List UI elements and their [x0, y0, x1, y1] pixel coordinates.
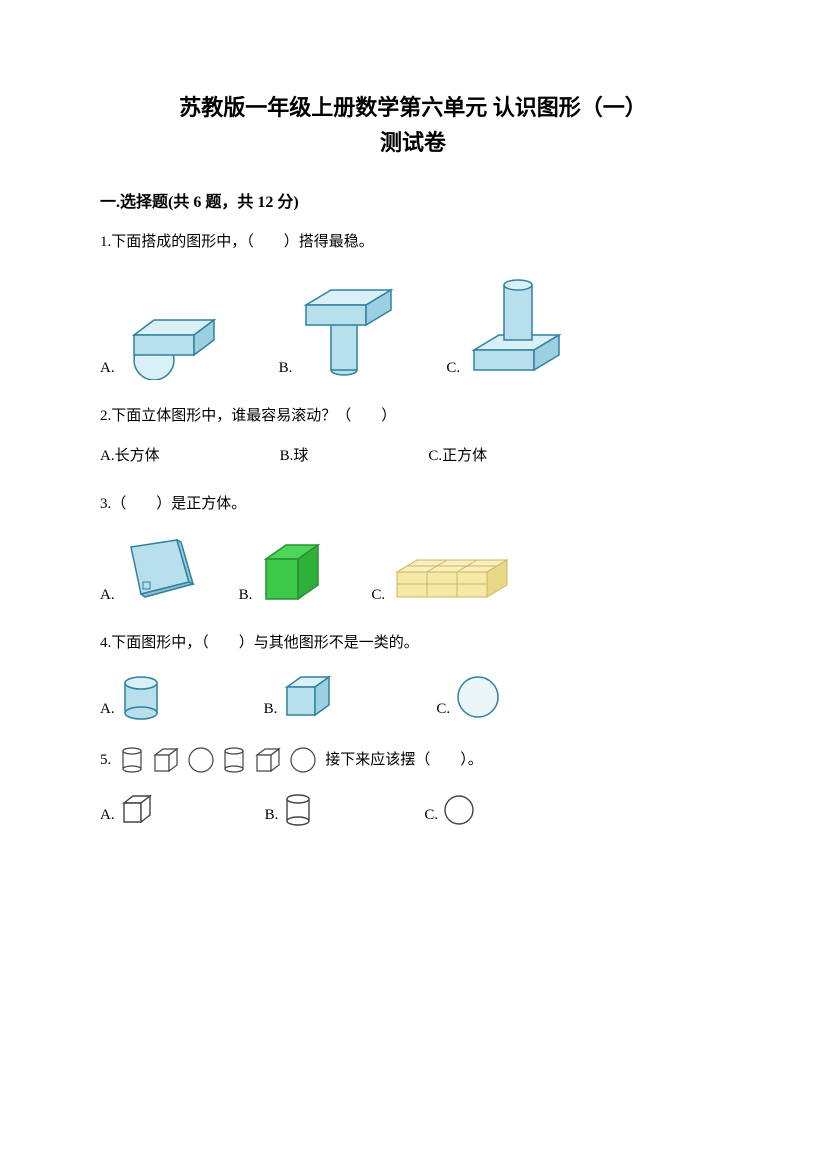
q4-opt-a: A.: [100, 673, 164, 721]
title-line1: 苏教版一年级上册数学第六单元 认识图形（一）: [100, 90, 726, 125]
q5-sequence: [119, 745, 317, 775]
q5-opt-b-label: B.: [265, 803, 279, 827]
question-2: 2.下面立体图形中，谁最容易滚动？（ ） A.长方体 B.球 C.正方体: [100, 404, 726, 468]
q3-options: A. B. C.: [100, 532, 726, 607]
q1-opt-c: C.: [446, 270, 574, 380]
q2-text: 2.下面立体图形中，谁最容易滚动？（ ）: [100, 404, 726, 428]
q2-opt-c: C.正方体: [428, 444, 487, 468]
cylinder-icon: [119, 745, 145, 775]
q4-shape-a-icon: [119, 673, 164, 721]
cube-icon: [151, 745, 181, 775]
q3-opt-c: C.: [371, 552, 519, 607]
q5-options: A. B. C.: [100, 791, 726, 827]
q4-opt-b: B.: [264, 671, 337, 721]
q1-shape-b-icon: [296, 280, 406, 380]
q4-shape-c-icon: [454, 673, 502, 721]
cube-icon: [253, 745, 283, 775]
q5-opt-a: A.: [100, 791, 155, 827]
page-title: 苏教版一年级上册数学第六单元 认识图形（一） 测试卷: [100, 90, 726, 160]
q1-opt-b: B.: [279, 280, 407, 380]
question-4: 4.下面图形中，（ ）与其他图形不是一类的。 A. B. C.: [100, 631, 726, 721]
q5-text-after: 接下来应该摆（ ）。: [325, 748, 483, 772]
q5-opt-c: C.: [424, 793, 476, 827]
q3-opt-b: B.: [239, 537, 332, 607]
q1-text: 1.下面搭成的图形中，（ ）搭得最稳。: [100, 230, 726, 254]
q4-opt-a-label: A.: [100, 697, 115, 721]
q3-opt-c-label: C.: [371, 583, 385, 607]
circle-icon: [187, 746, 215, 774]
q1-options: A. B. C.: [100, 270, 726, 380]
q5-opt-c-label: C.: [424, 803, 438, 827]
cylinder-icon: [221, 745, 247, 775]
circle-icon: [442, 793, 476, 827]
q5-row: 5. 接下来应该摆（ ）。: [100, 745, 726, 775]
q3-shape-c-icon: [389, 552, 519, 607]
title-line2: 测试卷: [100, 125, 726, 160]
circle-icon: [289, 746, 317, 774]
q1-opt-a-label: A.: [100, 356, 115, 380]
q5-opt-a-label: A.: [100, 803, 115, 827]
q5-opt-b: B.: [265, 791, 315, 827]
q3-shape-b-icon: [256, 537, 331, 607]
q4-options: A. B. C.: [100, 671, 726, 721]
q3-opt-a: A.: [100, 532, 199, 607]
q1-shape-c-icon: [464, 270, 574, 380]
q1-opt-a: A.: [100, 300, 239, 380]
q3-text: 3.（ ）是正方体。: [100, 492, 726, 516]
q1-opt-b-label: B.: [279, 356, 293, 380]
question-3: 3.（ ）是正方体。 A. B. C.: [100, 492, 726, 607]
q1-shape-a-icon: [119, 300, 239, 380]
q2-options: A.长方体 B.球 C.正方体: [100, 444, 726, 468]
q3-opt-a-label: A.: [100, 583, 115, 607]
cube-icon: [119, 791, 155, 827]
q4-shape-b-icon: [281, 671, 336, 721]
q4-opt-c-label: C.: [436, 697, 450, 721]
q3-shape-a-icon: [119, 532, 199, 607]
q4-opt-b-label: B.: [264, 697, 278, 721]
q5-number: 5.: [100, 748, 111, 772]
question-1: 1.下面搭成的图形中，（ ）搭得最稳。 A. B. C.: [100, 230, 726, 380]
q2-opt-b: B.球: [280, 444, 309, 468]
q4-opt-c: C.: [436, 673, 502, 721]
cylinder-icon: [282, 791, 314, 827]
q1-opt-c-label: C.: [446, 356, 460, 380]
q3-opt-b-label: B.: [239, 583, 253, 607]
q4-text: 4.下面图形中，（ ）与其他图形不是一类的。: [100, 631, 726, 655]
q2-opt-a: A.长方体: [100, 444, 160, 468]
section-header: 一.选择题(共 6 题，共 12 分): [100, 188, 726, 212]
question-5: 5. 接下来应该摆（ ）。 A. B. C.: [100, 745, 726, 827]
